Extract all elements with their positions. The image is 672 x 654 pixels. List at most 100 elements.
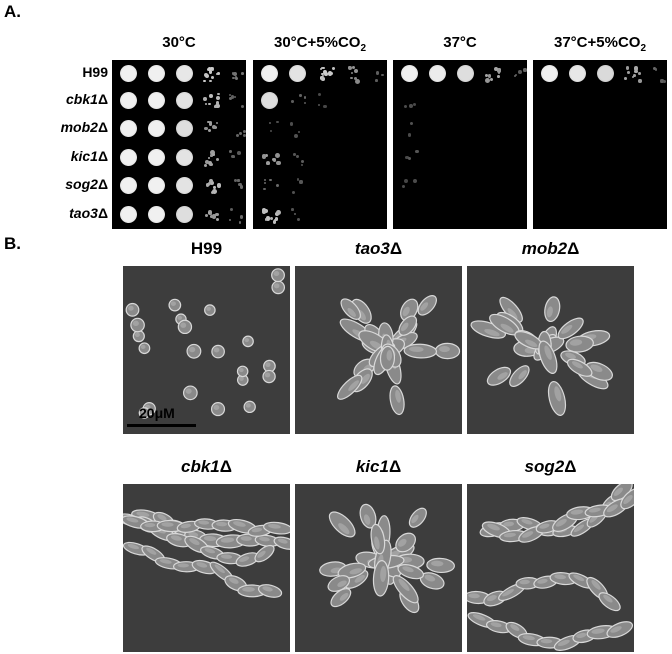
cell-highlight — [198, 520, 210, 525]
colony-spot — [175, 91, 193, 109]
colony-dot — [348, 65, 353, 71]
micrograph-sog2 — [467, 484, 634, 652]
cell-highlight — [591, 628, 605, 634]
colony-dot — [208, 102, 212, 106]
colony-dot — [407, 132, 412, 137]
condition-header-1: 30°C — [112, 34, 246, 51]
cell-highlight — [525, 339, 538, 347]
colony-dot — [269, 178, 272, 182]
micrograph-gene: sog2 — [524, 457, 565, 476]
cell-highlight — [239, 367, 244, 373]
cell-highlight — [189, 346, 196, 353]
colony-dot — [229, 93, 232, 97]
colony-dot — [497, 68, 501, 72]
micrograph-gene: tao3 — [354, 239, 390, 258]
colony-dot — [272, 157, 276, 161]
colony-dot — [375, 79, 378, 82]
cell-highlight — [397, 538, 407, 547]
condition-text: 30°C — [162, 34, 196, 51]
micrograph-title-mob2: mob2Δ — [466, 239, 636, 259]
cell-highlight — [349, 568, 362, 575]
colony-dot — [215, 121, 218, 124]
cell-highlight — [503, 521, 515, 527]
colony-spot — [147, 205, 165, 223]
cell-highlight — [544, 345, 552, 360]
colony-spot — [147, 64, 165, 82]
colony-dot — [321, 67, 324, 70]
colony-dot — [237, 150, 241, 155]
colony-spot — [119, 148, 137, 166]
colony-dot — [263, 187, 266, 191]
cell-highlight — [591, 580, 601, 590]
strain-label-tao3: tao3Δ — [8, 205, 108, 221]
cell-highlight — [507, 308, 518, 320]
colony-dot — [210, 66, 214, 70]
colony-dot — [210, 154, 213, 157]
colony-dot — [231, 72, 235, 75]
colony-spot — [147, 91, 165, 109]
colony-dot — [300, 159, 305, 164]
colony-dot — [215, 101, 219, 105]
cell-highlight — [510, 624, 520, 631]
colony-dot — [203, 79, 206, 83]
colony-dot — [294, 212, 297, 216]
colony-dot — [208, 156, 211, 159]
colony-dot — [237, 179, 241, 183]
colony-dot — [214, 105, 217, 109]
cell-highlight — [606, 504, 618, 513]
cell-highlight — [180, 523, 191, 529]
colony-dot — [213, 186, 216, 189]
cell-highlight — [251, 527, 263, 533]
colony-dot — [353, 68, 359, 73]
cell-highlight — [157, 514, 167, 521]
colony-dot — [265, 216, 271, 221]
strain-delta: Δ — [97, 148, 108, 164]
plate-1 — [112, 60, 247, 229]
colony-dot — [632, 73, 636, 77]
cell-highlight — [472, 614, 486, 621]
colony-dot — [208, 69, 213, 74]
cell-highlight — [213, 347, 220, 353]
micrograph-title-cbk1: cbk1Δ — [122, 457, 292, 477]
colony-dot — [407, 156, 411, 160]
colony-dot — [296, 155, 300, 159]
cell-highlight — [486, 595, 497, 602]
colony-dot — [204, 159, 209, 164]
micrograph-title-kic1: kic1Δ — [294, 457, 464, 477]
colony-spot — [119, 91, 137, 109]
strain-label-kic1: kic1Δ — [8, 148, 108, 164]
cell-highlight — [146, 547, 157, 555]
cell-highlight — [189, 538, 200, 545]
colony-dot — [375, 71, 380, 75]
cell-highlight — [126, 517, 139, 523]
cell-highlight — [259, 536, 270, 542]
colony-spot — [568, 64, 586, 82]
colony-dot — [209, 180, 215, 186]
colony-dot — [212, 124, 217, 129]
cell-highlight — [203, 535, 217, 541]
colony-dot — [210, 75, 214, 79]
cell-highlight — [213, 404, 220, 411]
cell-highlight — [576, 632, 587, 639]
cell-highlight — [338, 523, 350, 535]
micrograph-title-H99: H99 — [190, 239, 223, 258]
colony-dot — [239, 185, 244, 190]
colony-dot — [484, 77, 490, 83]
cell-highlight — [468, 593, 480, 599]
colony-dot — [625, 65, 630, 70]
colony-dot — [381, 74, 384, 77]
colony-dot — [327, 70, 333, 76]
colony-dot — [234, 76, 238, 81]
colony-dot — [355, 79, 361, 85]
cell-highlight — [554, 386, 562, 402]
colony-dot — [215, 103, 221, 109]
cell-highlight — [268, 523, 281, 529]
colony-spot — [175, 148, 193, 166]
cell-highlight — [613, 487, 623, 496]
colony-dot — [293, 153, 296, 156]
condition-text: 30°C+5%CO — [273, 34, 361, 51]
colony-dot — [297, 131, 300, 134]
colony-dot — [204, 213, 209, 218]
cell-highlight — [144, 522, 156, 528]
colony-dot — [633, 66, 638, 71]
